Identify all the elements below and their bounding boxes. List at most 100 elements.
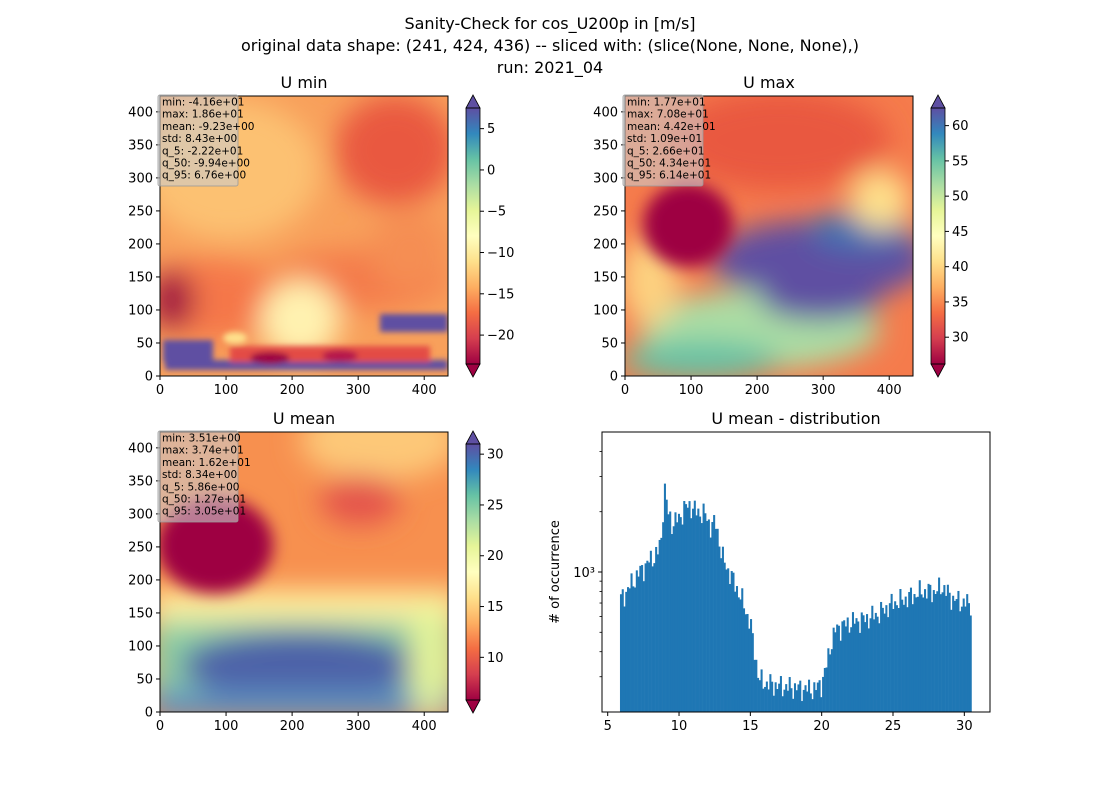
x-tick-label: 400	[877, 383, 902, 398]
histogram-bar	[946, 584, 949, 712]
histogram-bar	[837, 625, 840, 712]
histogram-bar	[739, 599, 742, 712]
y-tick-label: 300	[128, 171, 153, 186]
histogram-bar	[718, 546, 721, 712]
stats-line: mean: 4.42e+01	[627, 121, 716, 133]
histogram-bar	[880, 601, 883, 712]
histogram-bar	[646, 560, 649, 712]
panel-u-min-colorbar: 5 0 −5 −10 −15 −20	[465, 94, 514, 378]
histogram-bar	[767, 689, 770, 712]
y-tick-label: 150	[128, 270, 153, 285]
colorbar-tick-label: 50	[952, 190, 969, 205]
histogram-bar	[627, 587, 630, 712]
histogram-bar	[802, 689, 805, 712]
panel-u-mean-yticks: 0 50 100 150 200 250 300 350 400	[128, 441, 160, 721]
histogram-bar	[757, 677, 760, 712]
histogram-bar	[792, 698, 795, 712]
histogram-bar	[656, 554, 659, 712]
histogram-bar	[853, 623, 856, 712]
histogram-bar	[774, 682, 777, 712]
histogram-bar	[642, 581, 645, 712]
histogram-bar	[734, 591, 737, 712]
panel-u-max: U max 0 100 200 300 400 0 50 100 150 200 250 300 35…	[593, 73, 968, 398]
histogram-bar	[804, 685, 807, 712]
stats-line: std: 8.43e+00	[162, 133, 237, 145]
x-tick-label: 30	[956, 719, 973, 734]
histogram-bar	[751, 633, 754, 712]
histogram-bar	[683, 501, 686, 712]
colorbar-tick-label: 15	[487, 600, 504, 615]
x-tick-label: 200	[280, 719, 305, 734]
histogram-bar	[741, 588, 744, 712]
x-tick-label: 25	[885, 719, 902, 734]
x-tick-label: 20	[813, 719, 830, 734]
colorbar-frame	[930, 107, 946, 365]
y-tick-label: 350	[128, 138, 153, 153]
figure-title-line-3: run: 2021_04	[497, 58, 603, 78]
histogram-bar	[686, 507, 689, 712]
histogram-bar	[723, 562, 726, 712]
y-tick-label: 10³	[573, 566, 595, 581]
histogram-bar	[692, 508, 695, 712]
histogram-bar	[873, 619, 876, 712]
histogram-bar	[866, 614, 869, 712]
histogram-bar	[632, 586, 635, 712]
histogram-bar	[716, 528, 719, 712]
histogram-bar	[931, 602, 934, 712]
heatmap-u-mean	[160, 432, 448, 712]
colorbar-extend-max	[930, 94, 946, 109]
histogram-bar	[758, 680, 761, 712]
histogram-bar	[904, 596, 907, 712]
histogram-bar	[693, 500, 696, 712]
histogram-bar	[874, 612, 877, 712]
histogram-bar	[883, 613, 886, 712]
histogram-bar	[742, 608, 746, 712]
panel-u-max-xticks: 0 100 200 300 400	[621, 376, 902, 398]
histogram-bar	[649, 550, 652, 712]
histogram-bar	[688, 501, 691, 712]
stats-box	[157, 430, 239, 523]
histogram-bar	[913, 594, 916, 712]
histogram-bar	[797, 684, 800, 712]
panel-u-max-title: U max	[743, 73, 795, 92]
y-tick-label: 0	[145, 370, 153, 385]
histogram-bar	[823, 667, 826, 712]
histogram-bar	[934, 594, 937, 712]
colorbar-extend-max	[465, 94, 481, 109]
histogram-bar	[641, 565, 644, 712]
panel-u-max-yticks: 0 50 100 150 200 250 300 350 400	[593, 105, 625, 385]
colorbar-extend-min	[930, 363, 946, 378]
histogram-bar	[625, 591, 628, 712]
histogram-bar	[630, 573, 633, 712]
y-tick-label: 300	[128, 507, 153, 522]
histogram-bar	[762, 688, 765, 712]
histogram-title: U mean - distribution	[711, 409, 880, 428]
histogram-bar	[894, 601, 897, 712]
colorbar-extend-min	[465, 363, 481, 378]
y-tick-label: 300	[593, 171, 618, 186]
colorbar-tick-label: 60	[952, 119, 969, 134]
histogram-bar	[809, 693, 812, 712]
y-tick-label: 200	[128, 237, 153, 252]
histogram-bar	[727, 568, 730, 712]
stats-line: min: -4.16e+01	[162, 97, 244, 109]
histogram-bar	[750, 619, 753, 712]
histogram-bar	[887, 617, 890, 712]
histogram-bar	[788, 677, 791, 712]
histogram-bar	[806, 691, 809, 712]
y-tick-label: 250	[593, 204, 618, 219]
y-tick-label: 50	[601, 336, 618, 351]
histogram-bar	[901, 599, 904, 712]
histogram-bar	[634, 587, 637, 712]
x-tick-label: 300	[346, 719, 371, 734]
histogram-bar	[690, 518, 693, 712]
stats-line: q_95: 3.05e+01	[162, 506, 246, 518]
histogram-bar	[899, 589, 902, 712]
colorbar-tick-label: 30	[952, 331, 969, 346]
x-tick-label: 100	[214, 719, 239, 734]
y-tick-label: 50	[136, 336, 153, 351]
stats-line: mean: -9.23e+00	[162, 121, 254, 133]
histogram-bar	[836, 624, 839, 712]
